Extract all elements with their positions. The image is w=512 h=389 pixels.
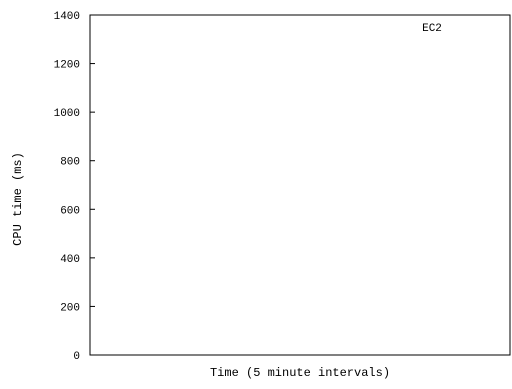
y-tick-label: 600 <box>60 205 80 217</box>
y-tick-label: 800 <box>60 157 80 169</box>
y-axis-label: CPU time (ms) <box>11 152 25 246</box>
plot-area <box>89 14 511 356</box>
plot-frame <box>89 14 511 356</box>
y-tick-label: 0 <box>73 351 80 363</box>
legend-label-ec2: EC2 <box>422 23 442 35</box>
y-tick-label: 400 <box>60 254 80 266</box>
y-axis-ticks: 0 200 400 600 800 1000 1200 1400 <box>54 11 95 363</box>
x-axis-label: Time (5 minute intervals) <box>210 366 390 380</box>
y-tick-label: 200 <box>60 302 80 314</box>
y-tick-label: 1200 <box>54 60 80 72</box>
y-tick-label: 1400 <box>54 11 80 23</box>
y-tick-label: 1000 <box>54 108 80 120</box>
